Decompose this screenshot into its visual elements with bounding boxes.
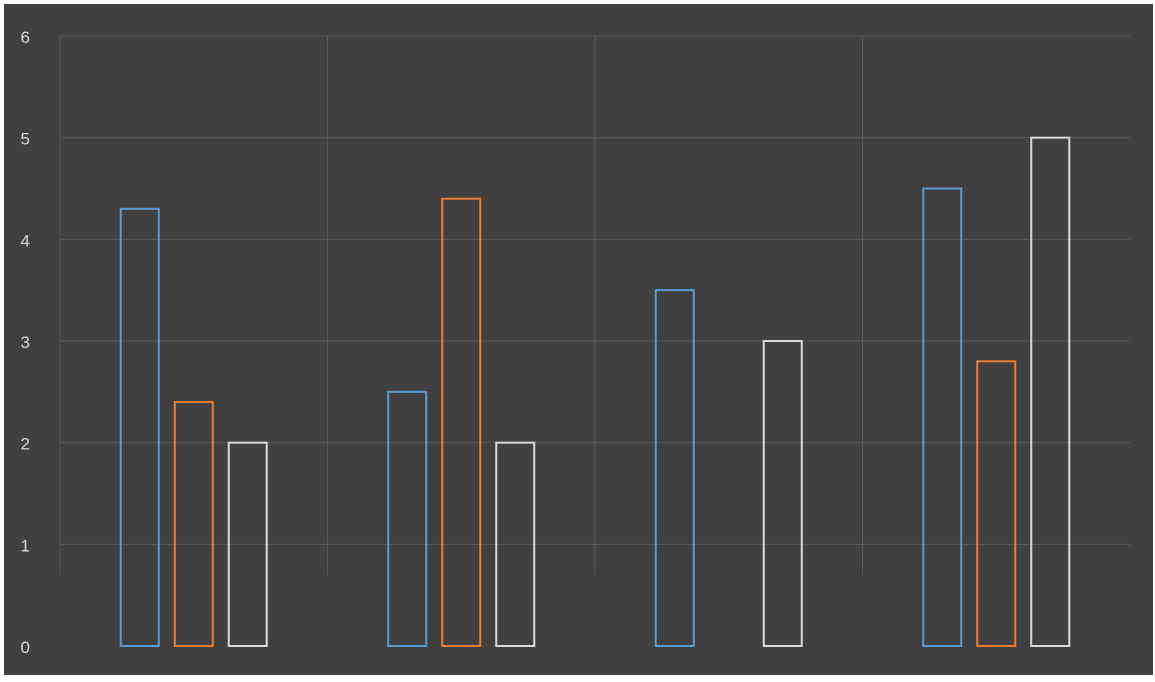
y-axis-ticks: 0 1 2 3 4 5 6 xyxy=(21,28,30,657)
y-tick-label: 1 xyxy=(21,536,30,555)
bar-series-3 xyxy=(227,441,268,647)
y-tick-label: 2 xyxy=(21,435,30,454)
bar-series-1 xyxy=(654,289,695,647)
y-tick-label: 4 xyxy=(21,231,30,250)
bar-series-3 xyxy=(1030,136,1071,648)
bar-series-1 xyxy=(387,390,428,648)
bar-series-1 xyxy=(119,207,160,647)
y-tick-label: 5 xyxy=(21,130,30,149)
bar-series-2 xyxy=(441,197,482,648)
y-tick-label: 3 xyxy=(21,333,30,352)
y-tick-label: 6 xyxy=(21,28,30,47)
bar-series-1 xyxy=(922,187,963,647)
bars xyxy=(119,136,1071,648)
bar-series-3 xyxy=(495,441,536,647)
bar-series-2 xyxy=(976,360,1017,647)
bar-series-3 xyxy=(762,340,803,647)
bar-series-2 xyxy=(173,401,214,647)
chart-background xyxy=(4,4,1153,675)
y-tick-label: 0 xyxy=(21,638,30,657)
